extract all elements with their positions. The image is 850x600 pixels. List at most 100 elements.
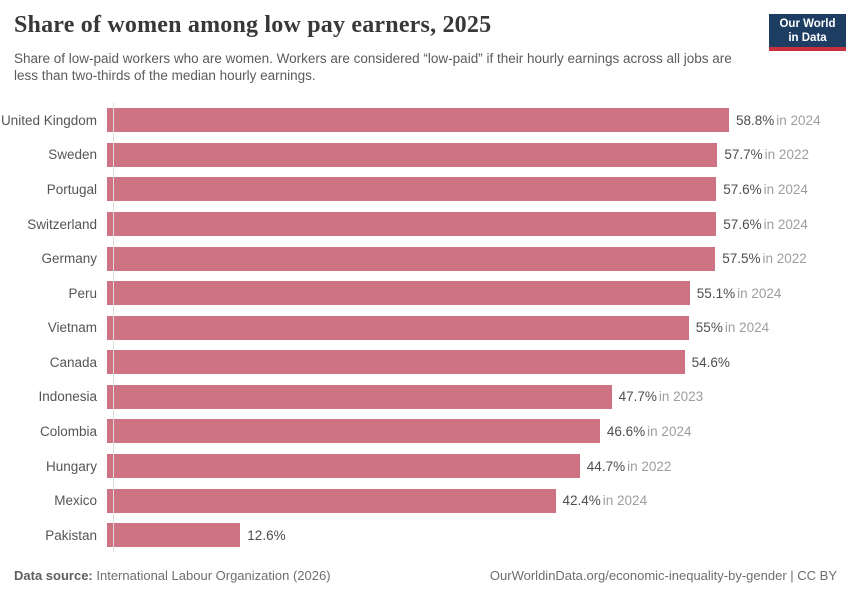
- country-label-portugal: Portugal: [46, 181, 97, 197]
- value-year: in 2024: [763, 181, 808, 197]
- value-label: 44.7% in 2022: [587, 459, 672, 474]
- value-number: 57.6%: [723, 216, 762, 232]
- country-label-sweden: Sweden: [48, 147, 97, 163]
- plot-area: 57.5% in 2022: [107, 241, 850, 276]
- country-label-pakistan: Pakistan: [45, 527, 97, 543]
- bar-row: Colombia 46.6% in 2024: [0, 414, 850, 449]
- value-label: 47.7% in 2023: [619, 389, 704, 404]
- country-label-indonesia: Indonesia: [38, 389, 97, 405]
- bar-germany[interactable]: [107, 246, 716, 271]
- country-label-switzerland: Switzerland: [27, 216, 97, 232]
- plot-area: 54.6%: [107, 345, 850, 380]
- value-number: 55%: [695, 320, 723, 336]
- value-number: 12.6%: [247, 527, 286, 543]
- bar-row: Switzerland 57.6% in 2024: [0, 207, 850, 242]
- bar-row: Portugal 57.6% in 2024: [0, 172, 850, 207]
- plot-area: 42.4% in 2024: [107, 483, 850, 518]
- bar-row: United Kingdom 58.8% in 2024: [0, 103, 850, 138]
- value-label: 55% in 2024: [696, 320, 769, 335]
- value-year: in 2024: [737, 285, 782, 301]
- value-label: 58.8% in 2024: [736, 113, 821, 128]
- value-year: in 2024: [724, 320, 770, 336]
- bar-row: Vietnam 55% in 2024: [0, 310, 850, 345]
- value-label: 57.6% in 2024: [723, 182, 808, 197]
- value-label: 12.6%: [247, 528, 285, 543]
- plot-area: 12.6%: [107, 518, 850, 553]
- value-year: in 2024: [602, 493, 648, 509]
- bar-canada[interactable]: [107, 350, 685, 375]
- value-number: 55.1%: [696, 285, 736, 301]
- y-axis-line: [113, 103, 114, 552]
- bar-row: Germany 57.5% in 2022: [0, 241, 850, 276]
- value-number: 58.8%: [736, 112, 775, 128]
- value-year: in 2022: [627, 458, 672, 474]
- value-number: 57.5%: [722, 251, 761, 267]
- plot-area: 57.7% in 2022: [107, 138, 850, 173]
- bar-vietnam[interactable]: [107, 315, 689, 340]
- country-label-canada: Canada: [49, 354, 97, 370]
- bar-switzerland[interactable]: [107, 212, 717, 237]
- bar-row: Indonesia 47.7% in 2023: [0, 380, 850, 415]
- bar-row: Peru 55.1% in 2024: [0, 276, 850, 311]
- value-label: 57.7% in 2022: [724, 147, 809, 162]
- plot-area: 57.6% in 2024: [107, 207, 850, 242]
- owid-logo[interactable]: Our World in Data: [769, 14, 846, 51]
- bar-row: Pakistan 12.6%: [0, 518, 850, 553]
- bar-peru[interactable]: [107, 281, 690, 306]
- plot-area: 46.6% in 2024: [107, 414, 850, 449]
- country-label-mexico: Mexico: [54, 493, 97, 509]
- plot-area: 55.1% in 2024: [107, 276, 850, 311]
- value-year: in 2024: [776, 112, 821, 128]
- data-source-label: Data source:: [14, 568, 93, 583]
- value-label: 57.6% in 2024: [723, 217, 808, 232]
- value-label: 55.1% in 2024: [697, 286, 782, 301]
- country-label-united-kingdom: United Kingdom: [0, 112, 97, 128]
- plot-area: 47.7% in 2023: [107, 380, 850, 415]
- bar-chart: United Kingdom 58.8% in 2024 Sweden 57.7% in …: [0, 103, 850, 553]
- page-title: Share of women among low pay earners, 20…: [14, 12, 492, 38]
- data-source: Data source: International Labour Organi…: [14, 568, 331, 583]
- bar-sweden[interactable]: [107, 142, 718, 167]
- bar-row: Sweden 57.7% in 2022: [0, 138, 850, 173]
- bar-mexico[interactable]: [107, 488, 556, 513]
- country-label-hungary: Hungary: [45, 458, 97, 474]
- bar-row: Mexico 42.4% in 2024: [0, 483, 850, 518]
- bar-colombia[interactable]: [107, 419, 600, 444]
- bar-hungary[interactable]: [107, 454, 580, 479]
- plot-area: 58.8% in 2024: [107, 103, 850, 138]
- value-number: 54.6%: [691, 354, 730, 370]
- country-label-germany: Germany: [41, 251, 97, 267]
- plot-area: 55% in 2024: [107, 310, 850, 345]
- bar-row: Canada 54.6%: [0, 345, 850, 380]
- bar-united-kingdom[interactable]: [107, 108, 729, 133]
- attribution-link[interactable]: OurWorldinData.org/economic-inequality-b…: [489, 568, 837, 583]
- value-label: 46.6% in 2024: [607, 424, 692, 439]
- value-year: in 2022: [764, 147, 809, 163]
- value-number: 46.6%: [606, 423, 646, 439]
- value-label: 57.5% in 2022: [722, 251, 807, 266]
- owid-logo-line2: in Data: [788, 32, 827, 44]
- value-year: in 2024: [647, 423, 692, 439]
- value-number: 42.4%: [562, 493, 601, 509]
- bar-indonesia[interactable]: [107, 384, 612, 409]
- chart-footer: Data source: International Labour Organi…: [14, 568, 837, 583]
- value-number: 47.7%: [618, 389, 657, 405]
- value-year: in 2024: [763, 216, 808, 232]
- bar-row: Hungary 44.7% in 2022: [0, 449, 850, 484]
- plot-area: 44.7% in 2022: [107, 449, 850, 484]
- data-source-text: International Labour Organization (2026): [96, 568, 331, 583]
- plot-area: 57.6% in 2024: [107, 172, 850, 207]
- value-label: 54.6%: [692, 355, 730, 370]
- country-label-colombia: Colombia: [39, 423, 97, 439]
- bar-portugal[interactable]: [107, 177, 717, 202]
- value-label: 42.4% in 2024: [563, 493, 648, 508]
- chart-subtitle: Share of low-paid workers who are women.…: [14, 51, 732, 83]
- value-year: in 2022: [762, 251, 807, 267]
- value-number: 44.7%: [586, 458, 626, 474]
- country-label-peru: Peru: [68, 285, 97, 301]
- country-label-vietnam: Vietnam: [47, 320, 97, 336]
- bar-pakistan[interactable]: [107, 523, 241, 548]
- value-number: 57.6%: [723, 181, 762, 197]
- value-year: in 2023: [658, 389, 704, 405]
